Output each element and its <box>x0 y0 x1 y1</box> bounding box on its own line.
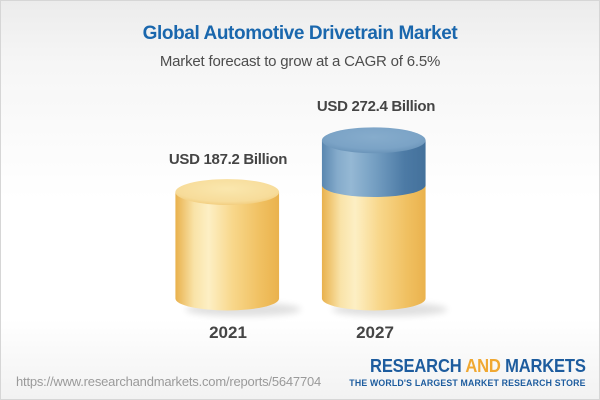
logo-word-and: AND <box>465 356 502 376</box>
bar-2021-top <box>175 179 280 205</box>
research-and-markets-logo: RESEARCH AND MARKETS THE WORLD'S LARGEST… <box>342 357 587 388</box>
bar-2027 <box>321 127 448 317</box>
bar-2027-growth-segment <box>321 140 426 198</box>
value-label-2021: USD 187.2 Billion <box>168 151 288 168</box>
source-url: https://www.researchandmarkets.com/repor… <box>16 374 322 389</box>
category-label-2027: 2027 <box>356 323 394 342</box>
bar-2021 <box>175 179 301 317</box>
logo-word-research: RESEARCH <box>370 356 462 376</box>
bar-2027-top <box>321 127 426 154</box>
chart-subtitle: Market forecast to grow at a CAGR of 6.5… <box>159 53 441 70</box>
bar-2027-base-segment <box>321 185 426 311</box>
category-label-2021: 2021 <box>209 323 247 342</box>
chart-title: Global Automotive Drivetrain Market <box>142 23 458 44</box>
logo-tagline: THE WORLD'S LARGEST MARKET RESEARCH STOR… <box>349 378 586 388</box>
logo-word-markets: MARKETS <box>505 356 586 376</box>
bar-2021-body <box>175 192 280 311</box>
logo-wordmark: RESEARCH AND MARKETS <box>362 357 586 375</box>
value-label-2027: USD 272.4 Billion <box>316 98 436 115</box>
